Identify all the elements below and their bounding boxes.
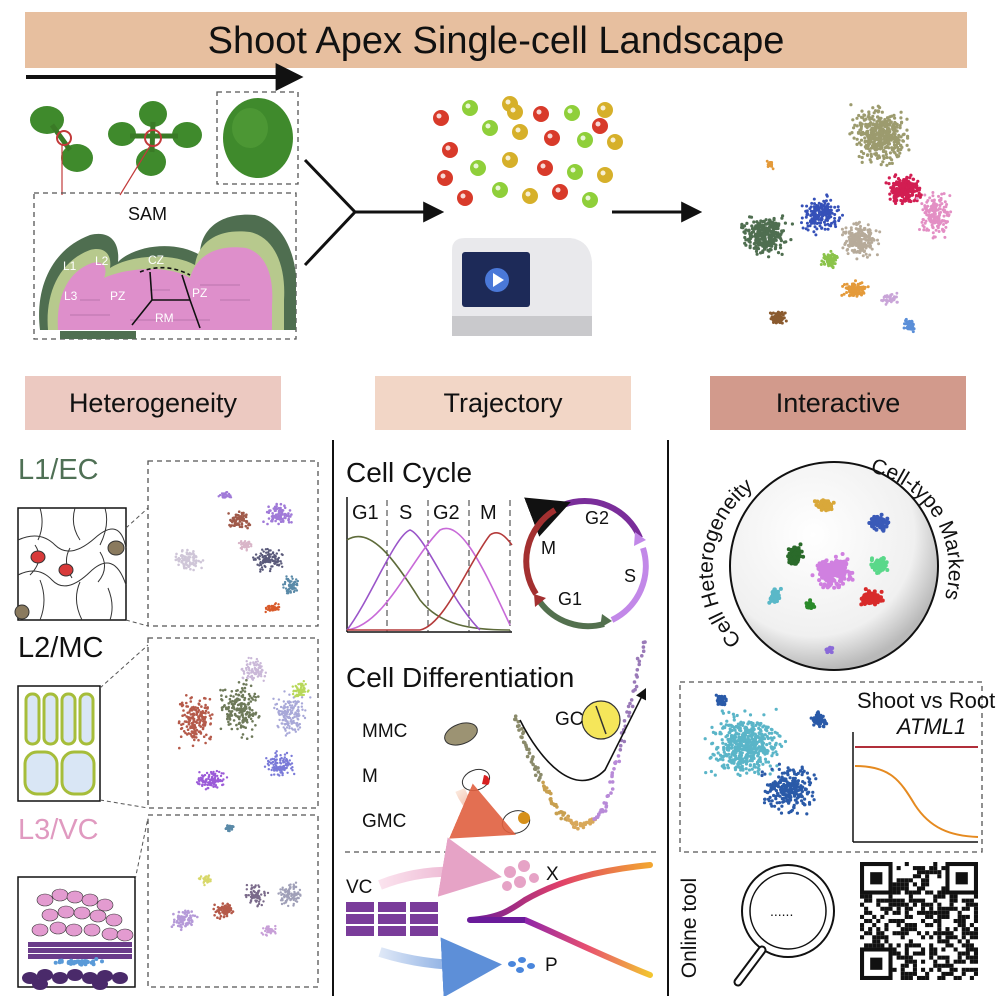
wheel-m: M — [541, 538, 556, 558]
seedling-1 — [30, 106, 93, 172]
magnifier-icon: ...... — [733, 864, 835, 987]
section-heterogeneity: Heterogeneity — [25, 376, 281, 430]
phase-g1: G1 — [352, 502, 379, 524]
seedling-2 — [108, 101, 202, 176]
atml1-expression-plot — [852, 732, 979, 843]
sam-label-l3: L3 — [64, 289, 78, 303]
shoot-vs-root-title: Shoot vs Root — [857, 688, 996, 713]
sam-label-cz: CZ — [148, 253, 164, 267]
vascular-trajectory — [467, 862, 653, 978]
sam-label-rm: RM — [155, 311, 174, 325]
xylem-label: X — [546, 864, 559, 885]
umap-landscape — [740, 103, 953, 334]
sam-label-l1: L1 — [63, 259, 77, 273]
vc-label: VC — [346, 877, 373, 898]
cell-m-label: M — [362, 766, 378, 787]
online-tool-label: Online tool — [678, 877, 701, 979]
wheel-s: S — [624, 566, 637, 586]
section-heterogeneity-label: Heterogeneity — [68, 388, 238, 418]
vascular-cells — [346, 902, 438, 936]
wheel-g1: G1 — [558, 589, 583, 609]
sam-label: SAM — [128, 204, 167, 224]
phloem-cells — [508, 957, 535, 973]
section-interactive-label: Interactive — [775, 388, 901, 418]
umap-l2 — [177, 656, 312, 791]
gene-label: ATML1 — [897, 714, 967, 739]
l2-mesophyll-cells — [23, 692, 96, 796]
phase-m: M — [480, 502, 497, 524]
sam-section-drawing — [39, 214, 296, 339]
layer-l3-label: L3/VC — [18, 814, 99, 846]
title-banner: Shoot Apex Single-cell Landscape — [25, 12, 967, 68]
cell-gc-label: GC — [555, 709, 584, 730]
l1-epidermal-cells — [14, 507, 127, 621]
globe-clusters — [767, 498, 891, 655]
umap-l3 — [170, 824, 302, 937]
cell-cycle-graph — [346, 497, 513, 633]
umap-l1 — [174, 491, 299, 614]
cell-differentiation-title: Cell Differentiation — [346, 662, 575, 693]
sam-label-pz-right: PZ — [192, 286, 207, 300]
phloem-label: P — [545, 955, 558, 976]
differentiation-trajectory — [513, 640, 647, 831]
cell-gmc-label: GMC — [362, 811, 407, 832]
section-interactive: Interactive — [710, 376, 966, 430]
wheel-g2: G2 — [585, 508, 610, 528]
xylem-cells — [502, 860, 539, 891]
figure-title: Shoot Apex Single-cell Landscape — [207, 20, 785, 62]
section-trajectory: Trajectory — [375, 376, 631, 430]
cell-cycle-wheel — [523, 497, 649, 630]
sam-label-l2: L2 — [95, 254, 109, 268]
sequencer-machine — [452, 238, 592, 336]
cell-mmc-label: MMC — [362, 721, 408, 742]
guard-cell — [581, 700, 621, 740]
cell-cycle-title: Cell Cycle — [346, 457, 473, 488]
shoot-root-umap — [703, 693, 829, 816]
layer-l2-label: L2/MC — [18, 632, 104, 664]
phase-g2: G2 — [433, 502, 460, 524]
phase-s: S — [399, 502, 413, 524]
section-trajectory-label: Trajectory — [443, 388, 563, 418]
dissociated-cells — [433, 96, 623, 208]
mmc-cell — [444, 722, 478, 746]
sam-label-pz-left: PZ — [110, 289, 125, 303]
l3-vascular-cells — [22, 888, 134, 990]
layer-l1-label: L1/EC — [18, 454, 99, 486]
qr-code-icon — [859, 861, 979, 981]
